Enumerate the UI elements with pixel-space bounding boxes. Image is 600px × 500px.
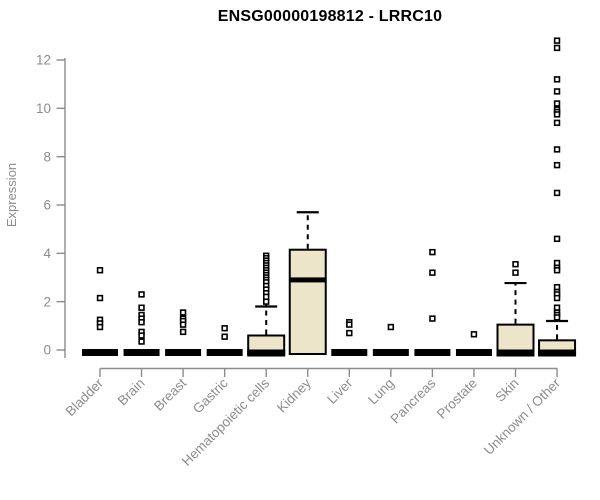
- outlier-point: [221, 333, 228, 340]
- median-line: [496, 349, 535, 357]
- outlier-point: [179, 328, 187, 336]
- x-tick-label: Breast: [151, 375, 189, 413]
- outlier-point: [387, 323, 395, 331]
- x-tick-label: Gastric: [190, 375, 231, 416]
- outlier-point: [429, 269, 436, 276]
- outlier-point: [429, 315, 436, 322]
- outlier-point: [470, 331, 478, 338]
- outlier-point: [138, 291, 145, 298]
- outlier-point: [512, 269, 519, 276]
- x-tick-label: Bladder: [63, 375, 107, 419]
- outlier-point: [429, 248, 436, 256]
- x-tick-label: Liver: [324, 375, 356, 407]
- collapsed-box: [455, 349, 492, 356]
- collapsed-box: [206, 349, 243, 356]
- collapsed-box: [414, 349, 451, 356]
- outlier-point: [553, 37, 561, 44]
- outlier-point: [221, 325, 228, 332]
- y-tick-label: 10: [36, 101, 51, 116]
- y-tick-label: 6: [43, 198, 51, 213]
- collapsed-box: [331, 349, 368, 356]
- collapsed-box: [123, 349, 160, 356]
- y-tick-label: 8: [43, 149, 51, 164]
- outlier-point: [179, 321, 187, 328]
- outlier-point: [553, 189, 561, 197]
- median-line: [289, 277, 326, 283]
- outlier-point: [346, 329, 353, 337]
- outlier-point: [138, 304, 145, 311]
- x-tick-label: Pancreas: [388, 375, 439, 426]
- collapsed-box: [82, 349, 118, 356]
- outlier-point: [553, 119, 561, 127]
- outlier-point: [553, 44, 561, 52]
- y-tick-label: 2: [43, 294, 51, 309]
- median-line: [538, 349, 577, 357]
- outlier-point: [553, 235, 561, 243]
- outlier-point: [96, 323, 104, 331]
- outlier-point: [179, 309, 187, 316]
- outlier-point: [138, 332, 145, 339]
- outlier-point: [553, 88, 561, 95]
- x-tick-label: Prostate: [434, 376, 480, 422]
- outlier-point: [96, 267, 104, 274]
- outlier-point: [553, 100, 561, 107]
- box-body: [288, 248, 327, 355]
- outlier-point: [512, 261, 519, 268]
- y-tick-label: 12: [36, 53, 51, 68]
- outlier-point: [96, 294, 104, 302]
- outlier-point: [553, 76, 561, 83]
- outlier-point: [262, 298, 270, 305]
- outlier-point: [553, 267, 561, 274]
- y-tick-label: 0: [43, 343, 51, 358]
- outlier-point: [553, 161, 561, 169]
- collapsed-box: [165, 349, 202, 356]
- x-tick-label: Unknown / Other: [481, 375, 564, 458]
- chart-title: ENSG00000198812 - LRRC10: [217, 8, 443, 25]
- collapsed-box: [372, 349, 409, 356]
- x-tick-label: Skin: [492, 376, 521, 405]
- outlier-point: [553, 314, 561, 321]
- box-body: [496, 323, 535, 356]
- outlier-point: [138, 338, 145, 345]
- median-line: [247, 349, 286, 357]
- x-tick-label: Brain: [115, 376, 148, 409]
- y-tick-label: 4: [43, 246, 51, 261]
- outlier-point: [138, 319, 145, 326]
- x-tick-label: Lung: [365, 376, 397, 408]
- x-tick-label: Kidney: [274, 375, 314, 415]
- outlier-point: [553, 111, 561, 118]
- outlier-point: [553, 294, 561, 302]
- outlier-point: [346, 321, 353, 328]
- outlier-point: [553, 146, 561, 153]
